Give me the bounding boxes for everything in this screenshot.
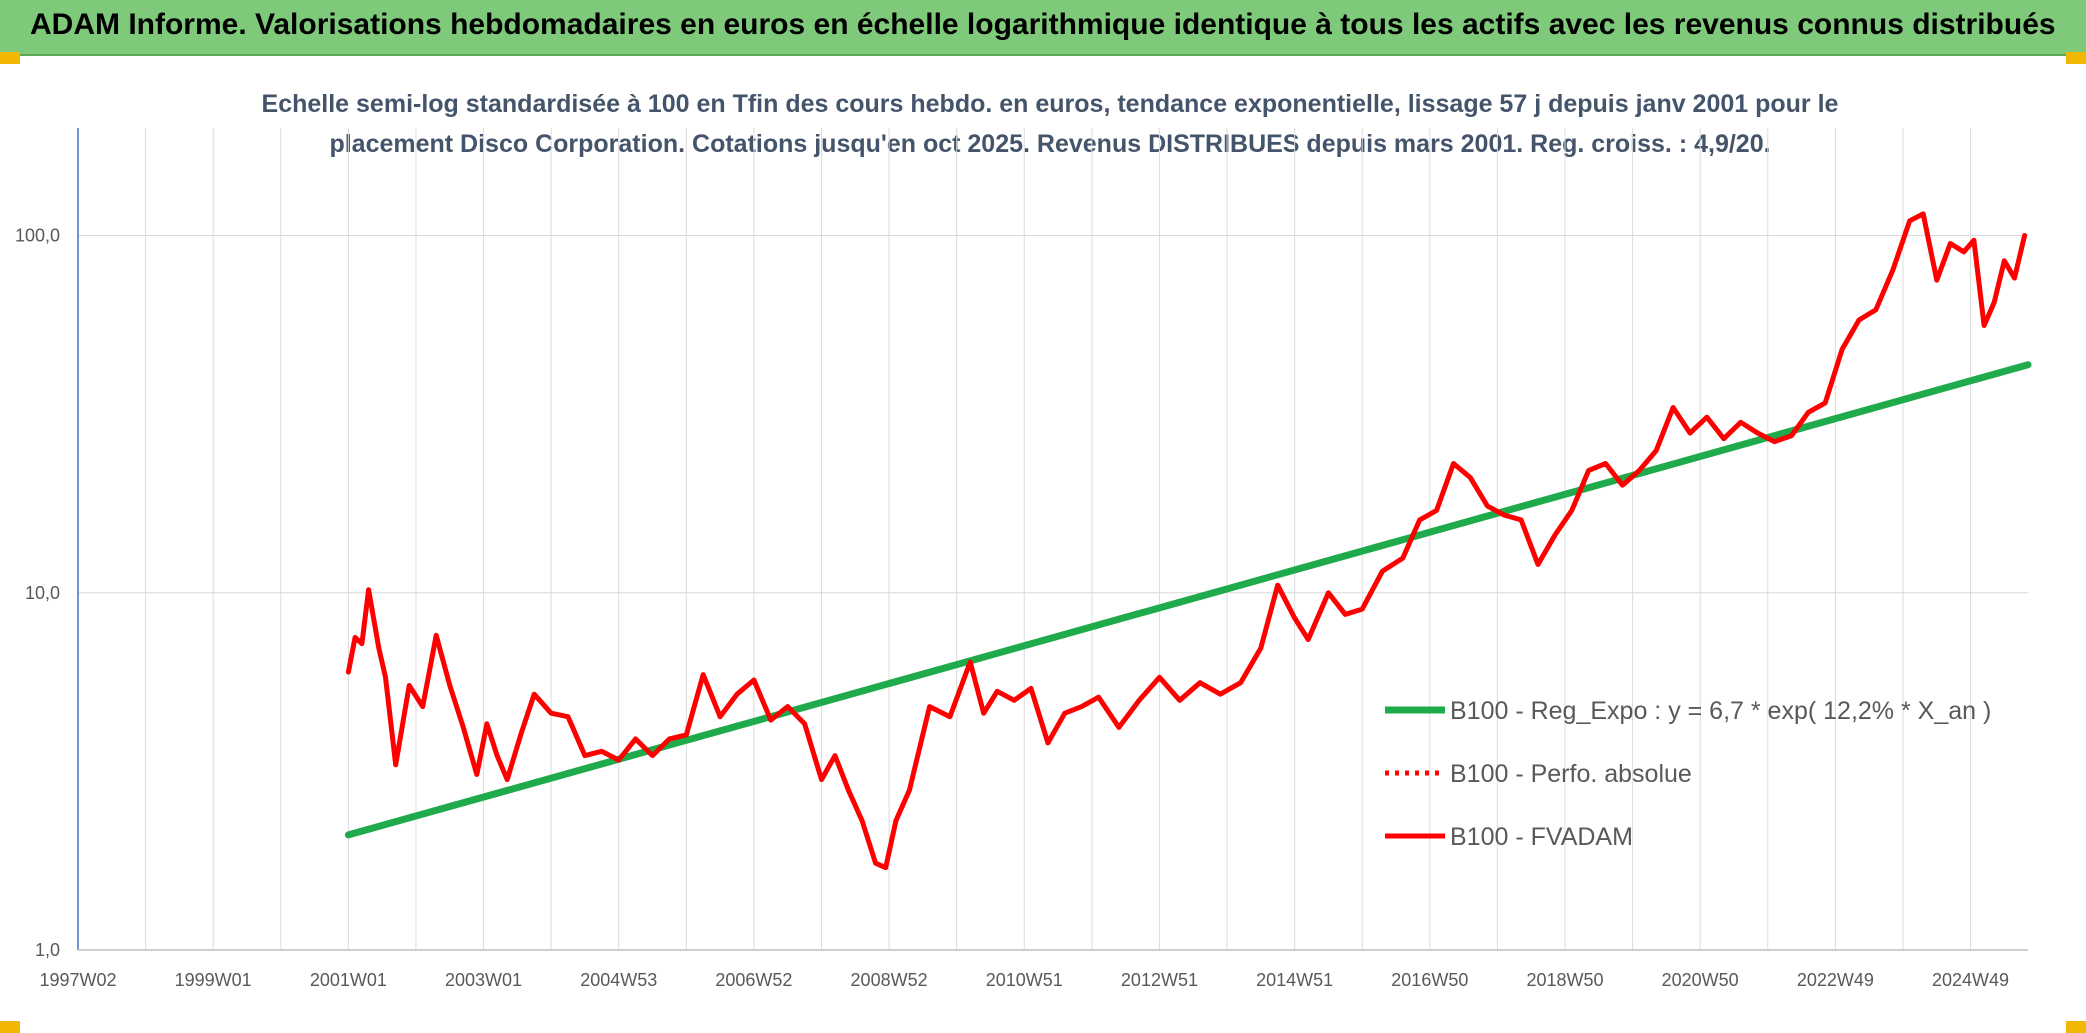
chart-title-line1: Echelle semi-log standardisée à 100 en T… [261,90,1839,118]
x-tick-label: 2012W51 [1121,970,1198,990]
series-layer [344,211,2032,871]
corner-mark-bottom-right [2066,1021,2086,1033]
fvadam-line [345,211,2028,871]
y-tick-label: 10,0 [25,583,60,603]
y-tick-label: 100,0 [15,226,60,246]
corner-mark-bottom-left [0,1021,20,1033]
top-banner: ADAM Informe. Valorisations hebdomadaire… [0,0,2086,56]
trend-line [344,361,2032,839]
x-tick-label: 2022W49 [1797,970,1874,990]
axes: 1,0 10,0 100,0 1997W02 1999W01 2001W01 2003W01… [15,128,2028,990]
chart-title: Echelle semi-log standardisée à 100 en T… [200,84,1900,164]
x-tick-label: 2024W49 [1932,970,2009,990]
chart-title-line2: placement Disco Corporation. Cotations j… [329,130,1771,158]
x-tick-label: 2018W50 [1526,970,1603,990]
grid-lines [77,128,2028,951]
x-tick-label: 2020W50 [1662,970,1739,990]
x-tick-label: 2016W50 [1391,970,1468,990]
banner-title: ADAM Informe. Valorisations hebdomadaire… [30,8,2056,41]
y-tick-label: 1,0 [35,940,60,960]
legend-label: B100 - Reg_Expo : y = 6,7 * exp( 12,2% *… [1450,697,1991,725]
x-tick-label: 2008W52 [851,970,928,990]
corner-mark-top-left [0,52,20,64]
legend: B100 - Reg_Expo : y = 6,7 * exp( 12,2% *… [1385,697,1991,851]
legend-label: B100 - FVADAM [1450,823,1633,851]
x-tick-label: 2014W51 [1256,970,1333,990]
x-tick-label: 2003W01 [445,970,522,990]
x-tick-label: 2010W51 [986,970,1063,990]
legend-label: B100 - Perfo. absolue [1450,760,1692,788]
x-tick-label: 2006W52 [715,970,792,990]
corner-mark-top-right [2066,52,2086,64]
x-tick-label: 1997W02 [39,970,116,990]
x-tick-label: 1999W01 [175,970,252,990]
x-tick-label: 2001W01 [310,970,387,990]
x-tick-label: 2004W53 [580,970,657,990]
